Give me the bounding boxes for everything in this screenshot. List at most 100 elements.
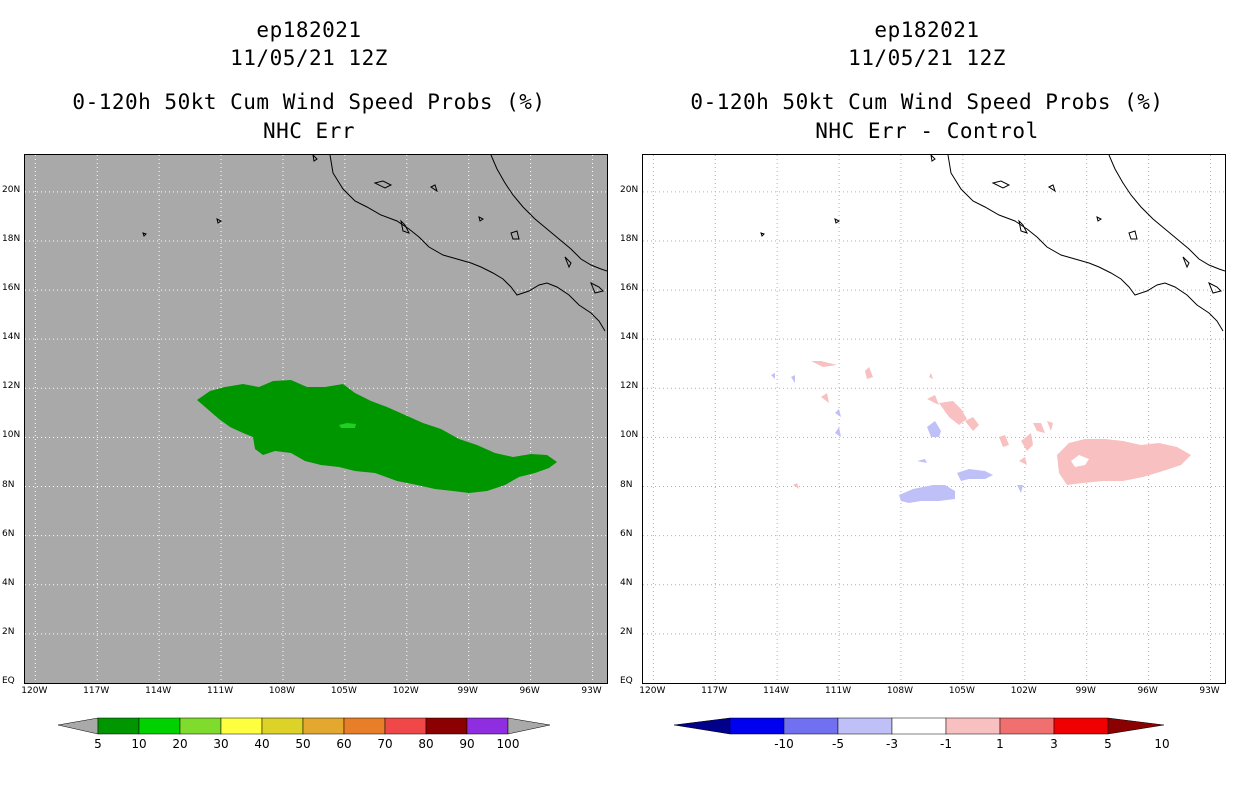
lon-tick-label: 114W xyxy=(145,686,172,696)
lat-tick-label: 10N xyxy=(2,430,21,441)
lat-tick-label: 10N xyxy=(620,430,639,441)
lat-tick-label: 20N xyxy=(620,184,639,195)
colorbar-box xyxy=(97,717,140,735)
colorbar-tick-label: 20 xyxy=(172,737,188,751)
colorbar-box xyxy=(220,717,263,735)
lon-tick-label: 111W xyxy=(825,686,852,696)
lat-tick-label: 12N xyxy=(2,381,21,392)
colorbar-box xyxy=(261,717,304,735)
colorbar-high-end xyxy=(507,717,551,735)
colorbar-tick-label: 5 xyxy=(94,737,102,751)
lon-tick-label: 111W xyxy=(207,686,234,696)
product-title: 0-120h 50kt Cum Wind Speed Probs (%) xyxy=(72,90,546,114)
lat-tick-label: 2N xyxy=(620,626,633,637)
colorbar-tick-label: -10 xyxy=(774,737,794,751)
lat-tick-label: 6N xyxy=(620,528,633,539)
lat-tick-label: 18N xyxy=(2,233,21,244)
gridlines xyxy=(643,155,1225,683)
probability-peak xyxy=(339,423,356,428)
lon-tick-label: 93W xyxy=(581,686,602,696)
colorbar-tick-label: 50 xyxy=(295,737,311,751)
colorbar-box xyxy=(384,717,427,735)
colorbar-tick-label: 80 xyxy=(418,737,434,751)
lat-tick-label: 18N xyxy=(620,233,639,244)
lon-tick-label: 93W xyxy=(1199,686,1220,696)
colorbar-tick-label: 90 xyxy=(459,737,475,751)
lat-tick-label: EQ xyxy=(2,676,15,686)
lon-tick-label: 105W xyxy=(330,686,357,696)
lon-tick-label: 117W xyxy=(701,686,728,696)
probability-colorbar xyxy=(58,717,551,735)
colorbar-low-end xyxy=(58,717,99,735)
lon-tick-label: 102W xyxy=(1010,686,1037,696)
lon-tick-label: 99W xyxy=(457,686,478,696)
colorbar-box xyxy=(945,717,1001,735)
lat-tick-label: 12N xyxy=(620,381,639,392)
colorbar-box xyxy=(302,717,345,735)
lon-tick-label: 96W xyxy=(519,686,540,696)
lon-tick-label: 96W xyxy=(1137,686,1158,696)
colorbar-tick-label: 1 xyxy=(996,737,1004,751)
lat-tick-label: 14N xyxy=(2,332,21,343)
lat-tick-label: 16N xyxy=(620,283,639,294)
lat-tick-label: 20N xyxy=(2,184,21,195)
colorbar-tick-label: 40 xyxy=(254,737,270,751)
colorbar-box xyxy=(466,717,509,735)
storm-id-title: ep182021 xyxy=(256,18,362,42)
colorbar-low-end xyxy=(674,717,731,735)
colorbar-box xyxy=(891,717,947,735)
colorbar-tick-label: 70 xyxy=(377,737,393,751)
lon-tick-label: 108W xyxy=(268,686,295,696)
colorbar-tick-label: 100 xyxy=(496,737,520,751)
positive-difference-areas xyxy=(793,361,1191,489)
lon-tick-label: 105W xyxy=(948,686,975,696)
difference-map-svg xyxy=(643,155,1225,683)
colorbar-tick-label: 10 xyxy=(1154,737,1170,751)
lon-tick-label: 99W xyxy=(1075,686,1096,696)
colorbar-tick-label: -5 xyxy=(832,737,844,751)
lat-tick-label: 6N xyxy=(2,528,15,539)
lat-tick-label: 2N xyxy=(2,626,15,637)
lon-tick-label: 108W xyxy=(886,686,913,696)
colorbar-high-end xyxy=(1107,717,1165,735)
colorbar-box xyxy=(729,717,785,735)
colorbar-box xyxy=(138,717,181,735)
lat-tick-label: 8N xyxy=(2,479,15,490)
colorbar-box xyxy=(999,717,1055,735)
colorbar-tick-label: 10 xyxy=(131,737,147,751)
difference-map xyxy=(642,154,1226,684)
probability-map-svg xyxy=(25,155,607,683)
colorbar-tick-label: 5 xyxy=(1104,737,1112,751)
colorbar-tick-label: 3 xyxy=(1050,737,1058,751)
lat-tick-label: EQ xyxy=(620,676,633,686)
coastline xyxy=(760,155,1225,332)
colorbar-tick-label: 30 xyxy=(213,737,229,751)
probability-swath xyxy=(197,380,557,493)
probability-map xyxy=(24,154,608,684)
negative-difference-areas xyxy=(771,373,1023,503)
datetime-title: 11/05/21 12Z xyxy=(848,46,1006,70)
colorbar-box xyxy=(783,717,839,735)
colorbar-tick-label: -3 xyxy=(886,737,898,751)
lon-tick-label: 117W xyxy=(83,686,110,696)
datetime-title: 11/05/21 12Z xyxy=(230,46,388,70)
lon-tick-label: 114W xyxy=(763,686,790,696)
difference-colorbar xyxy=(674,717,1165,735)
colorbar-box xyxy=(425,717,468,735)
colorbar-tick-label: -1 xyxy=(940,737,952,751)
lat-tick-label: 8N xyxy=(620,479,633,490)
subtitle: NHC Err - Control xyxy=(815,119,1039,143)
colorbar-box xyxy=(1053,717,1109,735)
lon-tick-label: 120W xyxy=(639,686,666,696)
lon-tick-label: 120W xyxy=(21,686,48,696)
colorbar-tick-label: 60 xyxy=(336,737,352,751)
coastline xyxy=(142,155,607,332)
right-map-panel: ep182021 11/05/21 12Z 0-120h 50kt Cum Wi… xyxy=(618,0,1236,800)
lat-tick-label: 14N xyxy=(620,332,639,343)
storm-id-title: ep182021 xyxy=(874,18,980,42)
lat-tick-label: 4N xyxy=(2,577,15,588)
product-title: 0-120h 50kt Cum Wind Speed Probs (%) xyxy=(690,90,1164,114)
colorbar-box xyxy=(179,717,222,735)
lat-tick-label: 16N xyxy=(2,283,21,294)
subtitle: NHC Err xyxy=(262,119,355,143)
